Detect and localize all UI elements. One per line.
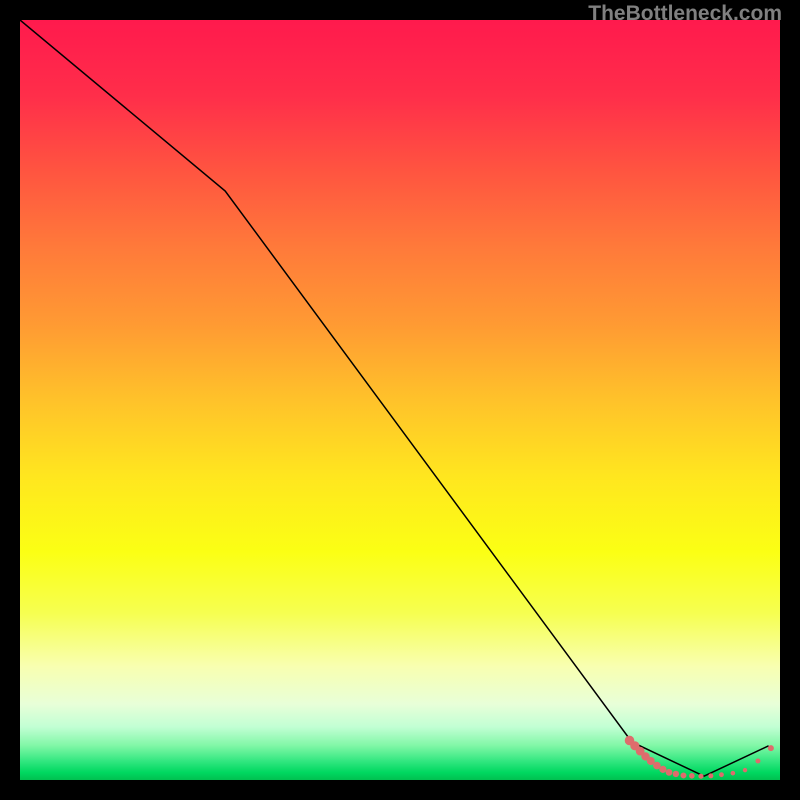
watermark-text: TheBottleneck.com — [588, 2, 782, 26]
marker-point — [666, 769, 673, 776]
chart-background — [20, 20, 780, 780]
marker-point — [743, 768, 747, 772]
marker-point — [673, 771, 679, 777]
marker-point — [719, 772, 724, 777]
bottleneck-chart — [20, 20, 780, 780]
marker-point — [708, 773, 713, 778]
marker-point — [680, 772, 686, 778]
marker-point — [659, 766, 666, 773]
marker-point — [755, 759, 760, 764]
marker-point — [768, 745, 774, 751]
marker-point — [689, 773, 695, 779]
marker-point — [698, 774, 703, 779]
marker-point — [731, 771, 736, 776]
marker-point — [653, 762, 661, 770]
